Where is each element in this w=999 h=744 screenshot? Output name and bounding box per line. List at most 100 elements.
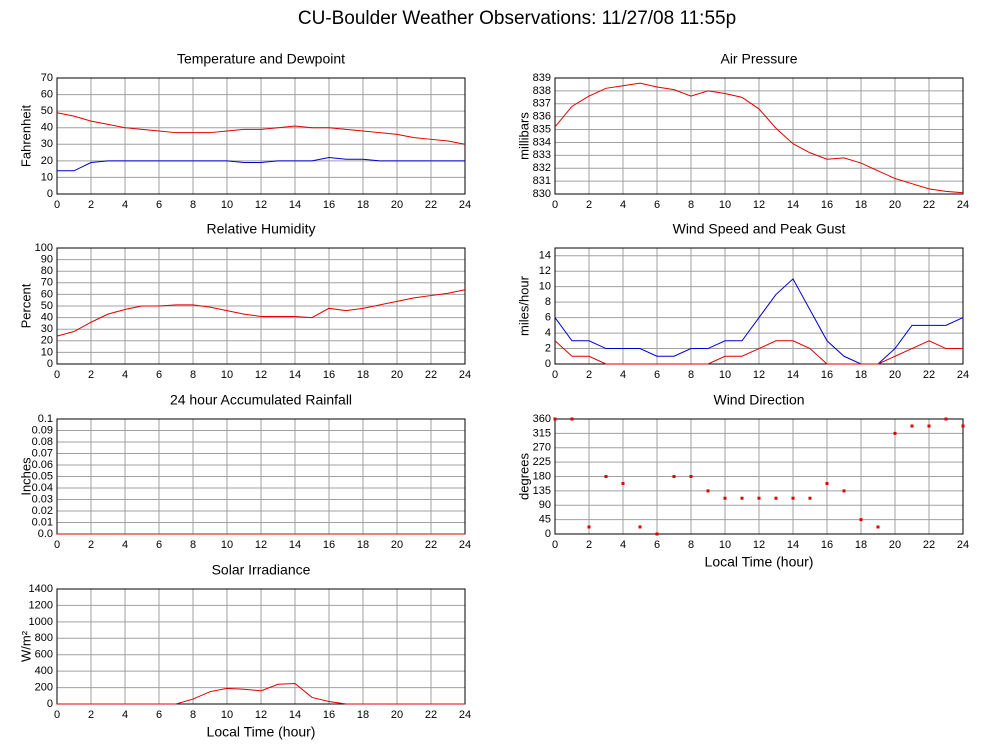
data-point [621,482,625,486]
x-tick-label: 20 [889,369,901,381]
data-line [554,82,964,194]
y-tick-label: 0 [545,528,551,540]
x-tick-label: 24 [957,369,969,381]
y-tick-label: 0.02 [32,505,53,517]
y-tick-label: 832 [533,162,551,174]
x-tick-label: 12 [753,369,765,381]
y-axis-label: W/m² [18,630,33,662]
chart-title: Solar Irradiance [212,562,311,578]
x-tick-label: 18 [357,369,369,381]
y-tick-label: 0 [545,358,551,370]
y-tick-label: 0 [47,188,53,200]
x-tick-label: 16 [821,539,833,551]
data-point [689,475,693,478]
data-point [570,417,574,421]
x-tick-label: 6 [156,369,162,381]
data-point [672,475,676,478]
y-tick-label: 225 [533,456,551,468]
y-tick-label: 1000 [29,616,53,628]
x-tick-label: 4 [620,539,626,551]
x-tick-label: 8 [190,539,196,551]
x-tick-label: 14 [289,369,301,381]
x-tick-label: 14 [289,539,301,551]
x-tick-label: 12 [753,539,765,551]
y-tick-label: 0.06 [32,459,53,471]
y-tick-label: 90 [41,254,53,266]
plot-frame [56,588,466,705]
x-tick-label: 4 [620,199,626,211]
y-tick-label: 0.03 [32,493,53,505]
y-tick-label: 80 [41,265,53,277]
y-axis-label: Inches [18,457,33,496]
x-tick-label: 16 [323,199,335,211]
y-tick-label: 10 [539,281,551,293]
x-tick-label: 10 [719,539,731,551]
x-tick-label: 10 [221,709,233,721]
x-tick-label: 20 [391,539,403,551]
x-tick-label: 10 [221,539,233,551]
y-tick-label: 0.1 [38,413,53,425]
chart-title: Relative Humidity [207,221,316,237]
data-point [825,482,829,486]
y-tick-label: 60 [41,288,53,300]
data-line [554,340,963,365]
data-point [604,475,608,478]
x-tick-label: 4 [122,369,128,381]
data-point [791,496,795,500]
data-point [757,496,761,500]
x-tick-label: 22 [425,539,437,551]
y-tick-label: 4 [545,327,551,339]
chart-title: Wind Direction [713,392,804,408]
y-tick-label: 838 [533,85,551,97]
y-tick-label: 834 [533,136,551,148]
chart-title: Wind Speed and Peak Gust [673,221,846,237]
x-tick-label: 22 [425,369,437,381]
y-axis-label: degrees [516,453,531,500]
plot-frame [554,77,964,195]
x-axis-label: Local Time (hour) [207,724,316,740]
x-tick-label: 2 [88,369,94,381]
x-tick-label: 12 [255,539,267,551]
y-tick-label: 10 [41,346,53,358]
x-tick-label: 16 [821,199,833,211]
x-tick-label: 2 [88,709,94,721]
y-tick-label: 1200 [29,599,53,611]
x-tick-label: 2 [88,199,94,211]
x-tick-label: 16 [323,369,335,381]
data-line [56,112,466,145]
x-axis-label: Local Time (hour) [705,554,814,570]
page-title: CU-Boulder Weather Observations: 11/27/0… [298,8,736,29]
x-tick-label: 6 [654,369,660,381]
x-tick-label: 22 [923,199,935,211]
data-point [553,417,557,421]
y-tick-label: 600 [35,649,53,661]
y-tick-label: 0.04 [32,482,53,494]
data-point [808,496,812,500]
y-tick-label: 10 [41,171,53,183]
x-tick-label: 12 [255,199,267,211]
x-tick-label: 2 [586,369,592,381]
plot-frame [56,247,466,365]
y-tick-label: 50 [41,105,53,117]
x-tick-label: 4 [620,369,626,381]
data-point [723,496,727,500]
data-point [655,532,659,536]
y-axis-label: Percent [18,283,33,328]
x-tick-label: 10 [221,199,233,211]
x-tick-label: 0 [54,369,60,381]
data-point [587,525,591,529]
x-tick-label: 18 [357,199,369,211]
data-point [910,424,914,428]
x-tick-label: 24 [459,709,471,721]
data-point [876,525,880,529]
data-point [927,424,931,428]
y-tick-label: 20 [41,155,53,167]
y-tick-label: 20 [41,335,53,347]
x-tick-label: 0 [54,709,60,721]
data-line [56,289,466,337]
y-tick-label: 0.09 [32,424,53,436]
y-tick-label: 270 [533,442,551,454]
y-tick-label: 839 [533,72,551,84]
y-tick-label: 45 [539,514,551,526]
